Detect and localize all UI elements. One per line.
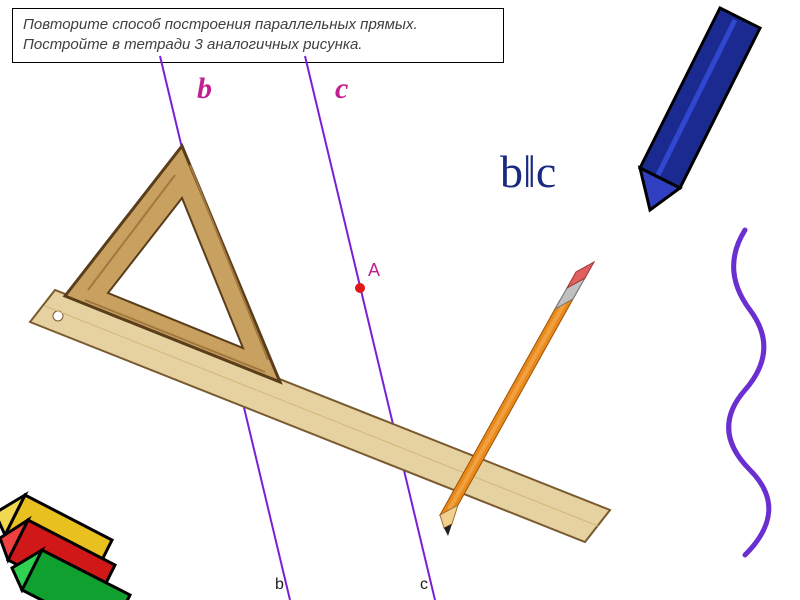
drawing-layer: [0, 0, 800, 600]
crayon-blue: [640, 8, 760, 188]
crayons-pile: [0, 495, 130, 600]
label-c: c: [335, 72, 348, 106]
formula-b-parallel-c: bǁc: [500, 145, 556, 198]
grain: [88, 175, 175, 290]
diagram-canvas: Повторите способ построения параллельных…: [0, 0, 800, 600]
point-a: [355, 283, 365, 293]
pencil-tip-lead: [444, 524, 452, 536]
crayon-blue-hl: [658, 20, 735, 175]
line-b: [160, 56, 290, 600]
instruction-line-2: Постройте в тетради 3 аналогичных рисунк…: [23, 35, 493, 55]
footer-label-c: c: [420, 576, 428, 594]
footer-label-b: b: [275, 576, 284, 594]
pencil-shaft: [440, 290, 578, 515]
pencil-eraser: [567, 262, 594, 288]
label-b: b: [197, 72, 212, 106]
label-point-a: A: [368, 260, 380, 281]
pencil-ferrule: [555, 278, 585, 309]
set-square: [65, 146, 280, 382]
grain: [85, 300, 265, 372]
instruction-line-1: Повторите способ построения параллельных…: [23, 15, 493, 35]
ruler: [30, 290, 610, 542]
crayon-blue-tip: [640, 168, 680, 210]
grain: [190, 165, 268, 360]
ruler-hole: [53, 311, 63, 321]
instruction-box: Повторите способ построения параллельных…: [12, 8, 504, 63]
ruler-ridge: [45, 306, 598, 526]
squiggle: [729, 230, 769, 555]
set-square-hole: [108, 198, 243, 348]
pencil-tip-wood: [440, 505, 458, 528]
pencil-highlight: [449, 295, 569, 510]
line-c: [305, 56, 435, 600]
